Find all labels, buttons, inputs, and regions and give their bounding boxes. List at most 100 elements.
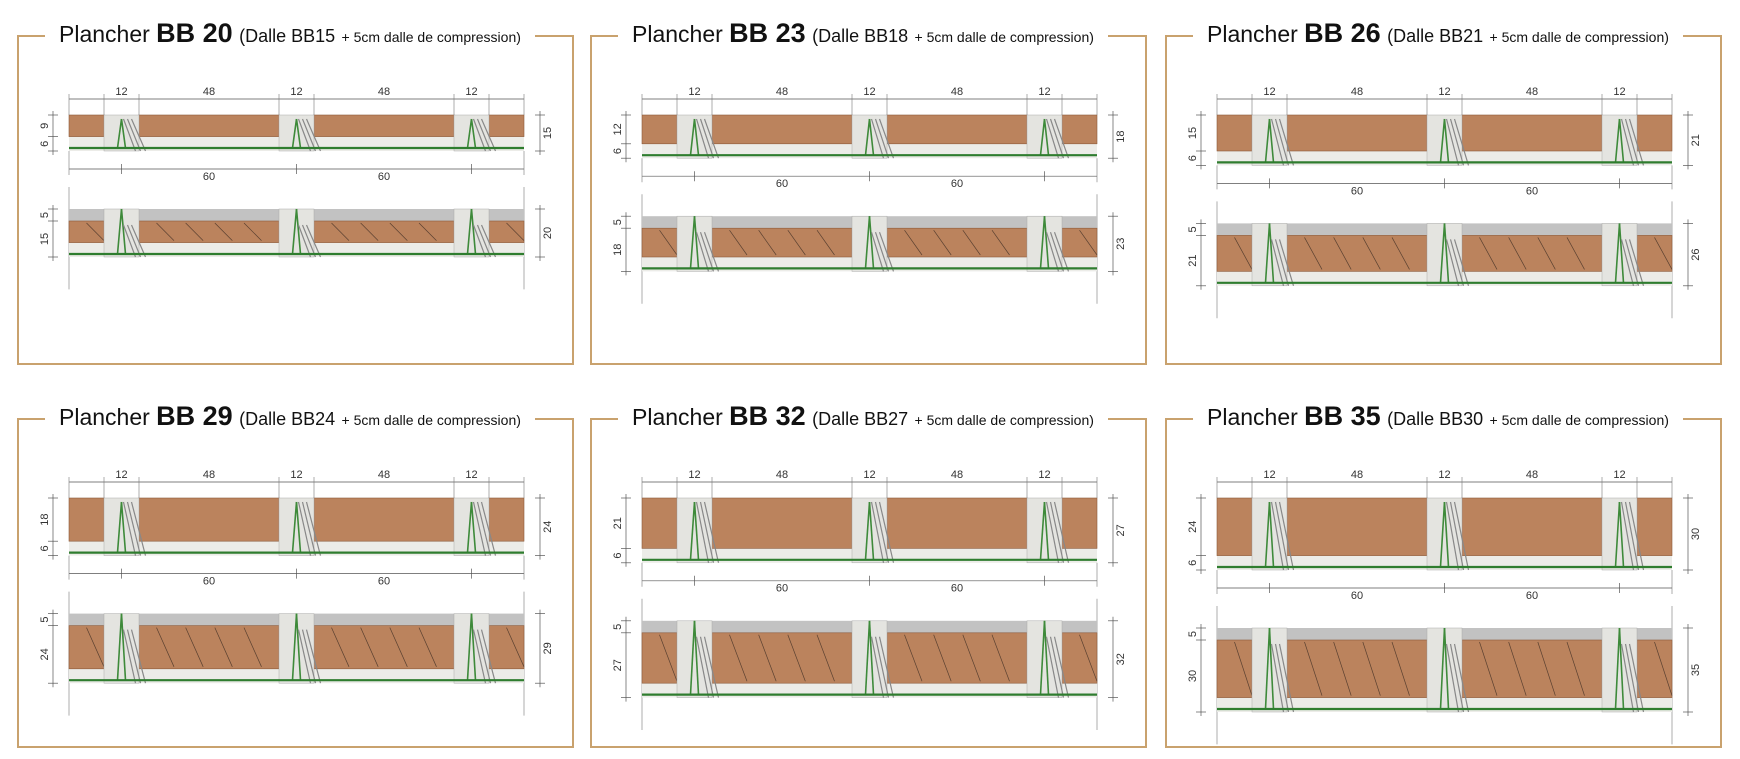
hatch <box>933 634 952 682</box>
title-prefix: Plancher <box>1207 404 1298 430</box>
hollow-block <box>138 497 280 542</box>
truss <box>120 118 127 149</box>
shadow <box>130 224 147 258</box>
hollow-block <box>886 114 1028 145</box>
truss <box>470 501 477 553</box>
dimension-label: 26 <box>1690 248 1702 260</box>
title-note: + 5cm dalle de compression) <box>341 412 521 428</box>
dimension-label: 48 <box>203 86 215 98</box>
shadow <box>301 118 317 152</box>
hollow-block <box>886 497 1028 549</box>
shadow <box>1045 232 1060 272</box>
dimension-label: 48 <box>951 86 963 98</box>
truss <box>295 613 302 681</box>
truss <box>1264 223 1271 283</box>
dimension-label: 24 <box>1187 521 1199 533</box>
shadow <box>874 232 890 272</box>
hatch <box>1654 237 1673 270</box>
truss <box>295 208 302 255</box>
shadow <box>1453 239 1470 286</box>
truss <box>116 208 123 255</box>
hollow-block <box>313 220 455 243</box>
dimension-label: 12 <box>465 469 477 481</box>
hollow-block <box>1461 639 1603 698</box>
title-note: + 5cm dalle de compression) <box>1489 29 1669 45</box>
shadow <box>1049 636 1065 698</box>
panel-title: Plancher BB 29 (Dalle BB24 + 5cm dalle d… <box>45 401 535 432</box>
dimension-label: 27 <box>612 659 624 671</box>
title-dalle: (Dalle BB15 <box>239 26 336 46</box>
title-code: BB 26 <box>1304 18 1381 48</box>
hatch <box>1333 641 1352 696</box>
shadow <box>1045 501 1060 563</box>
shadow <box>703 118 720 159</box>
dimension-label: 30 <box>1690 528 1702 540</box>
shadow <box>1274 643 1290 713</box>
dimension-label: 24 <box>39 648 51 660</box>
dimension-label: 12 <box>1613 469 1625 481</box>
hollow-block <box>1061 497 1098 549</box>
dimension-label: 12 <box>1438 86 1450 98</box>
shadow <box>1628 239 1645 286</box>
panel-title: Plancher BB 20 (Dalle BB15 + 5cm dalle d… <box>45 18 535 49</box>
shadow <box>1620 501 1635 571</box>
hollow-block <box>488 497 525 542</box>
shadow <box>1270 643 1285 713</box>
truss <box>1039 620 1046 695</box>
panel-title: Plancher BB 35 (Dalle BB30 + 5cm dalle d… <box>1193 401 1683 432</box>
shadow <box>122 224 137 258</box>
shadow <box>1270 239 1285 286</box>
title-prefix: Plancher <box>59 404 150 430</box>
hatch <box>214 222 233 241</box>
truss <box>1618 501 1625 568</box>
dimension-label: 48 <box>1526 469 1538 481</box>
dimension-label: 12 <box>863 86 875 98</box>
shadow <box>1620 118 1635 166</box>
panel: Plancher BB 29 (Dalle BB24 + 5cm dalle d… <box>17 401 574 748</box>
truss <box>1268 223 1275 283</box>
dimension-label: 24 <box>542 521 554 533</box>
shadow <box>126 501 142 556</box>
truss <box>116 613 123 681</box>
shadow <box>1278 643 1295 713</box>
dimension-label: 6 <box>1187 560 1199 566</box>
title-note: + 5cm dalle de compression) <box>1489 412 1669 428</box>
shadow <box>122 629 137 684</box>
hollow-block <box>1461 114 1603 152</box>
truss <box>120 613 127 681</box>
shadow <box>695 636 710 698</box>
hatch <box>418 627 437 667</box>
dimension-label: 6 <box>612 148 624 154</box>
title-note: + 5cm dalle de compression) <box>914 412 1094 428</box>
hollow-block <box>313 625 455 670</box>
dimension-label: 5 <box>612 624 624 630</box>
shadow <box>1620 643 1635 713</box>
hatch <box>1304 641 1323 696</box>
hatch <box>360 222 379 241</box>
hatch <box>1654 641 1673 696</box>
hollow-block <box>711 497 853 549</box>
hatch <box>659 229 678 256</box>
dimension-label: 23 <box>1115 238 1127 250</box>
shadow <box>878 501 895 563</box>
truss <box>693 118 700 156</box>
hatch <box>185 222 204 241</box>
hatch <box>331 222 350 241</box>
dimension-label: 15 <box>1187 127 1199 139</box>
hatch <box>389 222 408 241</box>
hatch <box>1234 237 1253 270</box>
truss <box>1439 501 1446 568</box>
shadow <box>1274 239 1290 286</box>
shadow <box>1449 501 1465 571</box>
truss <box>466 208 473 255</box>
shadow <box>703 501 720 563</box>
truss <box>466 118 473 149</box>
truss <box>1614 501 1621 568</box>
hollow-block <box>138 114 280 137</box>
truss <box>689 118 696 156</box>
dimension-label: 27 <box>1115 524 1127 536</box>
shadow <box>480 118 497 152</box>
truss <box>1043 501 1050 560</box>
hollow-block <box>68 625 105 670</box>
